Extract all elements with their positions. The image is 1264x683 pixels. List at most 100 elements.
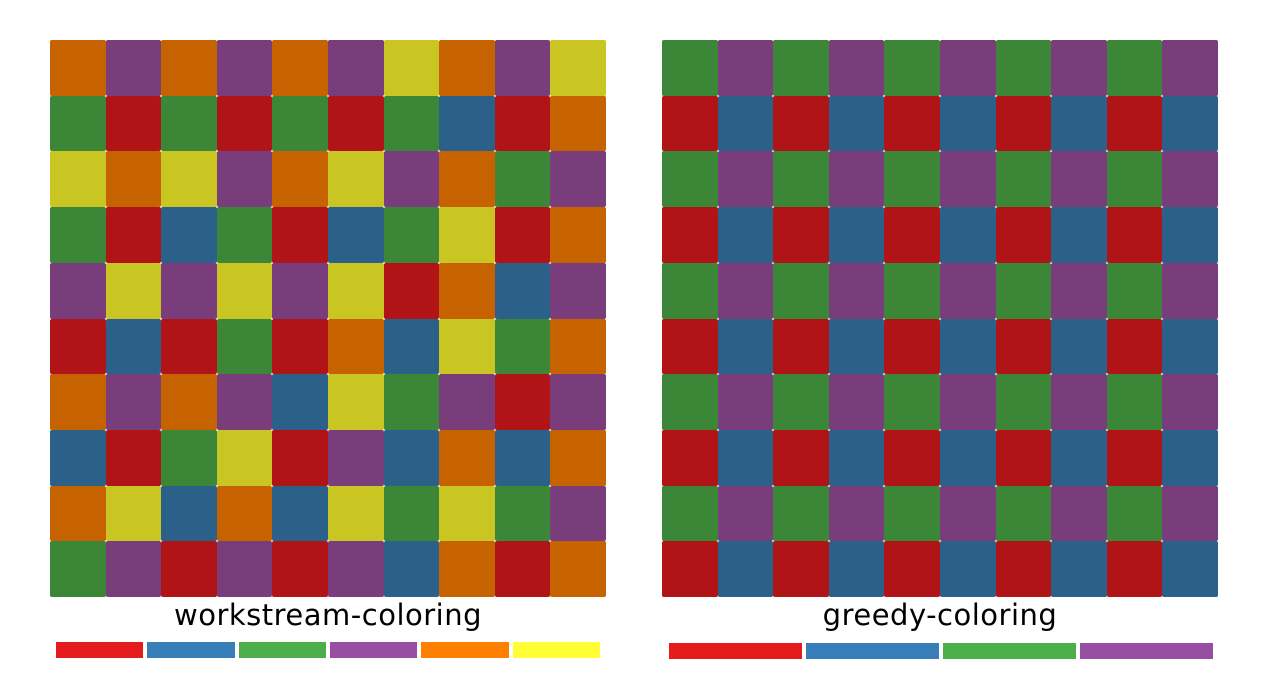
grid-cell-r9-c6 [383, 541, 440, 597]
grid-cell-r2-c6 [995, 151, 1052, 208]
grid-cell-r3-c0 [50, 207, 106, 263]
grid-cell-r8-c8 [1106, 485, 1163, 542]
grid-cell-r0-c0 [662, 40, 718, 96]
grid-cell-r4-c6 [995, 262, 1052, 319]
grid-cell-r5-c0 [50, 318, 106, 375]
grid-cell-r6-c8 [494, 374, 551, 430]
grid-cell-r4-c4 [884, 262, 940, 319]
grid-cell-r8-c3 [216, 485, 273, 542]
grid-cell-r9-c8 [1106, 541, 1163, 597]
grid-cell-r6-c7 [439, 374, 495, 430]
grid-cell-r1-c8 [494, 95, 551, 152]
grid-cell-r8-c1 [717, 485, 774, 542]
grid-cell-r7-c4 [884, 429, 940, 486]
workstream-coloring-title: workstream-coloring [173, 598, 483, 632]
grid-cell-r6-c8 [1106, 374, 1163, 430]
grid-cell-r9-c1 [105, 541, 162, 597]
legend-swatch-2 [943, 643, 1076, 659]
grid-cell-r3-c1 [717, 207, 774, 263]
grid-cell-r1-c0 [50, 95, 106, 152]
grid-cell-r7-c8 [494, 429, 551, 486]
grid-cell-r3-c2 [773, 207, 829, 263]
grid-cell-r1-c9 [550, 95, 606, 152]
grid-cell-r4-c8 [494, 262, 551, 319]
grid-cell-r8-c7 [439, 485, 495, 542]
grid-cell-r2-c2 [773, 151, 829, 208]
grid-cell-r4-c9 [550, 262, 606, 319]
grid-cell-r7-c6 [383, 429, 440, 486]
grid-cell-r5-c0 [662, 318, 718, 375]
grid-cell-r5-c5 [939, 318, 996, 375]
grid-cell-r8-c5 [327, 485, 384, 542]
grid-cell-r9-c6 [995, 541, 1052, 597]
grid-cell-r9-c2 [161, 541, 217, 597]
grid-cell-r1-c3 [828, 95, 885, 152]
grid-cell-r5-c6 [383, 318, 440, 375]
grid-cell-r5-c4 [272, 318, 328, 375]
grid-cell-r7-c1 [717, 429, 774, 486]
grid-cell-r6-c3 [828, 374, 885, 430]
grid-cell-r7-c2 [161, 429, 217, 486]
grid-cell-r8-c9 [550, 485, 606, 542]
grid-cell-r8-c4 [884, 485, 940, 542]
grid-cell-r6-c0 [50, 374, 106, 430]
grid-cell-r6-c4 [272, 374, 328, 430]
grid-cell-r8-c9 [1162, 485, 1218, 542]
legend-swatch-2 [238, 642, 326, 658]
grid-cell-r4-c1 [105, 262, 162, 319]
grid-cell-r0-c3 [216, 40, 273, 96]
grid-cell-r9-c0 [50, 541, 106, 597]
grid-cell-r8-c2 [161, 485, 217, 542]
grid-cell-r0-c0 [50, 40, 106, 96]
grid-cell-r8-c0 [662, 485, 718, 542]
grid-cell-r3-c9 [550, 207, 606, 263]
grid-cell-r6-c0 [662, 374, 718, 430]
grid-cell-r7-c7 [439, 429, 495, 486]
workstream-coloring-legend [56, 642, 600, 658]
grid-cell-r5-c3 [828, 318, 885, 375]
grid-cell-r4-c4 [272, 262, 328, 319]
grid-cell-r8-c2 [773, 485, 829, 542]
grid-cell-r1-c3 [216, 95, 273, 152]
legend-swatch-1 [147, 642, 235, 658]
grid-cell-r7-c4 [272, 429, 328, 486]
grid-cell-r8-c8 [494, 485, 551, 542]
grid-cell-r2-c0 [662, 151, 718, 208]
grid-cell-r2-c6 [383, 151, 440, 208]
grid-cell-r3-c6 [995, 207, 1052, 263]
grid-cell-r4-c9 [1162, 262, 1218, 319]
grid-cell-r4-c5 [939, 262, 996, 319]
grid-cell-r7-c2 [773, 429, 829, 486]
grid-cell-r1-c6 [383, 95, 440, 152]
grid-cell-r7-c5 [327, 429, 384, 486]
legend-swatch-4 [421, 642, 509, 658]
grid-cell-r1-c8 [1106, 95, 1163, 152]
grid-cell-r2-c1 [717, 151, 774, 208]
grid-cell-r2-c5 [939, 151, 996, 208]
grid-cell-r1-c4 [884, 95, 940, 152]
grid-cell-r3-c7 [1051, 207, 1107, 263]
grid-cell-r0-c2 [161, 40, 217, 96]
grid-cell-r1-c4 [272, 95, 328, 152]
grid-cell-r6-c4 [884, 374, 940, 430]
grid-cell-r7-c1 [105, 429, 162, 486]
grid-cell-r3-c5 [939, 207, 996, 263]
grid-cell-r3-c5 [327, 207, 384, 263]
grid-cell-r5-c8 [494, 318, 551, 375]
grid-cell-r0-c8 [494, 40, 551, 96]
grid-cell-r5-c9 [1162, 318, 1218, 375]
grid-cell-r6-c3 [216, 374, 273, 430]
grid-cell-r5-c3 [216, 318, 273, 375]
grid-cell-r0-c8 [1106, 40, 1163, 96]
grid-cell-r0-c6 [383, 40, 440, 96]
grid-cell-r9-c2 [773, 541, 829, 597]
grid-cell-r5-c4 [884, 318, 940, 375]
grid-cell-r9-c9 [1162, 541, 1218, 597]
grid-cell-r0-c7 [1051, 40, 1107, 96]
grid-cell-r7-c3 [216, 429, 273, 486]
legend-swatch-3 [1080, 643, 1213, 659]
grid-cell-r0-c1 [105, 40, 162, 96]
grid-cell-r6-c5 [939, 374, 996, 430]
grid-cell-r7-c9 [1162, 429, 1218, 486]
grid-cell-r7-c7 [1051, 429, 1107, 486]
